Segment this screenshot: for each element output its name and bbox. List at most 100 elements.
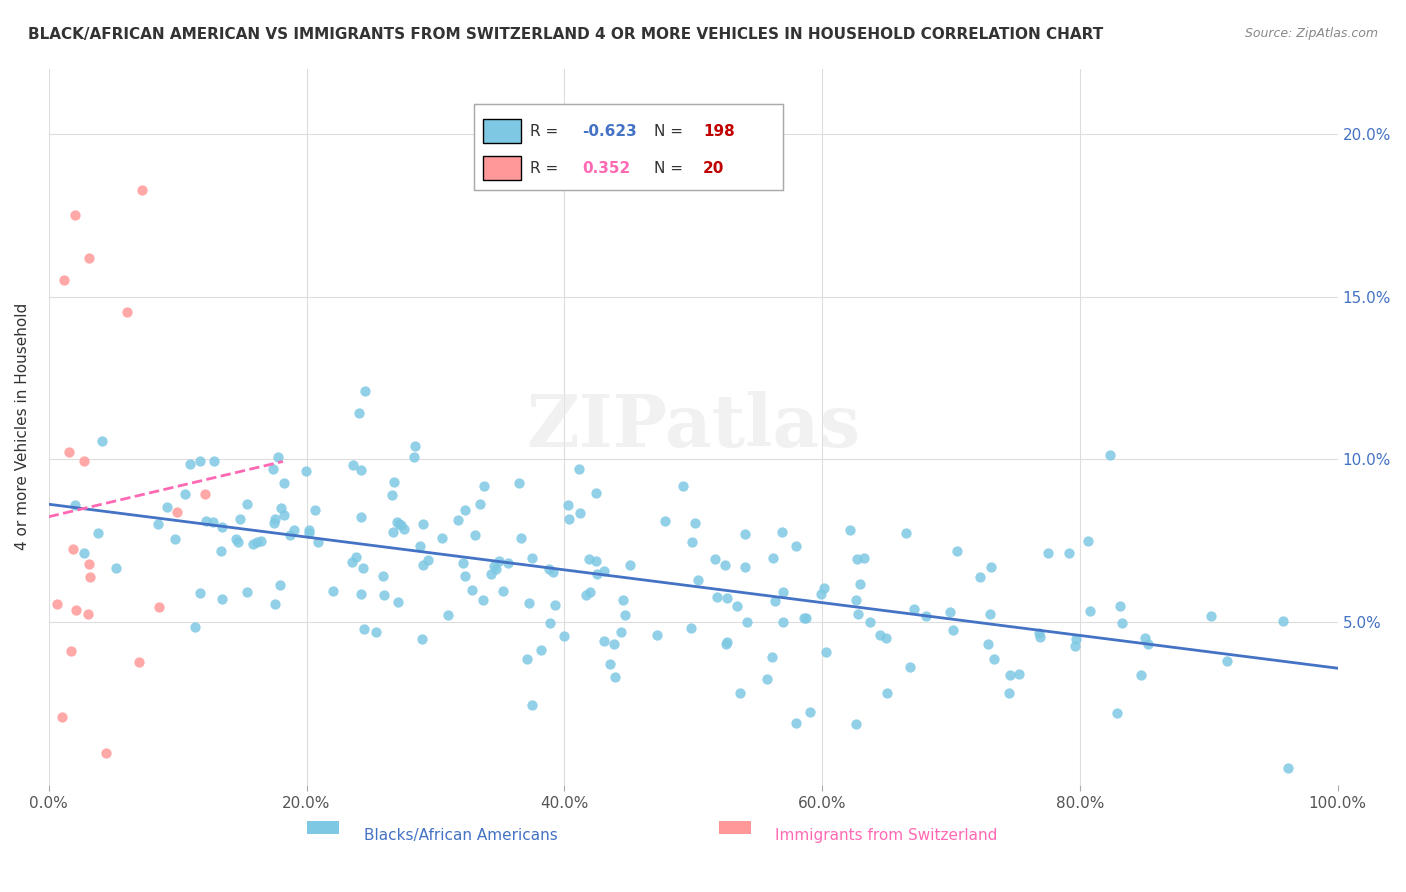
Text: Source: ZipAtlas.com: Source: ZipAtlas.com: [1244, 27, 1378, 40]
Point: [755, 673, 778, 687]
Point: [679, 621, 702, 635]
Point: [344, 550, 367, 565]
Point: [1078, 604, 1101, 618]
Point: [350, 510, 373, 524]
Point: [603, 670, 626, 684]
Point: [578, 552, 600, 566]
Point: [716, 591, 738, 606]
Point: [815, 644, 838, 658]
Point: [1029, 630, 1052, 644]
Point: [681, 535, 703, 549]
Text: ZIPatlas: ZIPatlas: [526, 392, 860, 462]
Point: [1064, 632, 1087, 647]
Point: [734, 560, 756, 574]
Point: [898, 660, 921, 674]
Point: [471, 593, 494, 607]
Point: [295, 465, 318, 479]
Point: [703, 552, 725, 566]
Point: [249, 533, 271, 548]
Point: [568, 506, 591, 520]
Point: [59, 644, 82, 658]
Point: [482, 559, 505, 574]
Point: [492, 583, 515, 598]
Y-axis label: 4 or more Vehicles in Household: 4 or more Vehicles in Household: [15, 303, 30, 550]
Point: [364, 625, 387, 640]
Point: [454, 503, 477, 517]
Point: [543, 598, 565, 612]
Point: [298, 523, 321, 537]
Point: [304, 503, 326, 517]
Point: [461, 582, 484, 597]
Point: [939, 605, 962, 619]
Point: [381, 488, 404, 502]
Point: [516, 651, 538, 665]
Point: [404, 439, 426, 453]
Point: [1133, 632, 1156, 646]
Point: [510, 531, 533, 545]
Point: [645, 627, 668, 641]
Point: [1038, 546, 1060, 560]
Point: [859, 615, 882, 630]
Point: [762, 550, 785, 565]
Point: [1201, 608, 1223, 623]
Point: [385, 516, 408, 530]
Point: [263, 516, 285, 530]
Point: [298, 526, 321, 541]
Point: [735, 615, 758, 629]
Point: [585, 567, 607, 582]
Point: [447, 513, 470, 527]
Point: [225, 533, 247, 547]
Point: [353, 384, 375, 398]
Point: [980, 559, 1002, 574]
Point: [416, 553, 439, 567]
Point: [412, 558, 434, 573]
Point: [558, 512, 581, 526]
Point: [283, 523, 305, 537]
Point: [568, 461, 591, 475]
Point: [845, 592, 868, 607]
Point: [468, 497, 491, 511]
Point: [706, 591, 728, 605]
Point: [412, 516, 434, 531]
Point: [875, 632, 897, 646]
Point: [946, 543, 969, 558]
Point: [846, 551, 869, 566]
Point: [381, 524, 404, 539]
Point: [340, 555, 363, 569]
Point: [599, 657, 621, 671]
Point: [382, 475, 405, 489]
Point: [411, 632, 433, 647]
Point: [188, 586, 211, 600]
Point: [553, 629, 575, 643]
Point: [508, 475, 530, 490]
Point: [211, 592, 233, 607]
Point: [388, 517, 411, 532]
Point: [226, 534, 249, 549]
Point: [845, 716, 868, 731]
Bar: [718, 821, 751, 834]
Text: BLACK/AFRICAN AMERICAN VS IMMIGRANTS FROM SWITZERLAND 4 OR MORE VEHICLES IN HOUS: BLACK/AFRICAN AMERICAN VS IMMIGRANTS FRO…: [28, 27, 1104, 42]
Point: [235, 497, 257, 511]
Point: [1099, 448, 1122, 462]
Point: [184, 620, 207, 634]
Point: [543, 565, 565, 579]
Point: [585, 485, 607, 500]
Point: [62, 542, 84, 557]
Point: [163, 532, 186, 546]
Point: [464, 528, 486, 542]
Point: [1000, 668, 1022, 682]
Point: [876, 686, 898, 700]
Point: [350, 463, 373, 477]
Point: [1057, 546, 1080, 560]
Point: [1077, 534, 1099, 549]
Point: [485, 561, 508, 575]
Point: [392, 522, 415, 536]
Point: [115, 305, 138, 319]
Point: [87, 525, 110, 540]
Point: [387, 595, 409, 609]
Point: [983, 652, 1005, 666]
Point: [770, 525, 793, 540]
Point: [269, 577, 291, 591]
Point: [520, 698, 543, 712]
Point: [264, 597, 287, 611]
